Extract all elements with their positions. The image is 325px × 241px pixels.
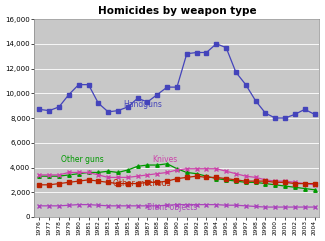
Text: Other methods: Other methods [113,179,171,188]
Title: Homicides by weapon type: Homicides by weapon type [98,6,256,16]
Text: Knives: Knives [152,155,178,164]
Text: Blunt objects: Blunt objects [148,203,198,212]
Text: Handguns: Handguns [123,100,162,109]
Text: Other guns: Other guns [61,155,104,164]
